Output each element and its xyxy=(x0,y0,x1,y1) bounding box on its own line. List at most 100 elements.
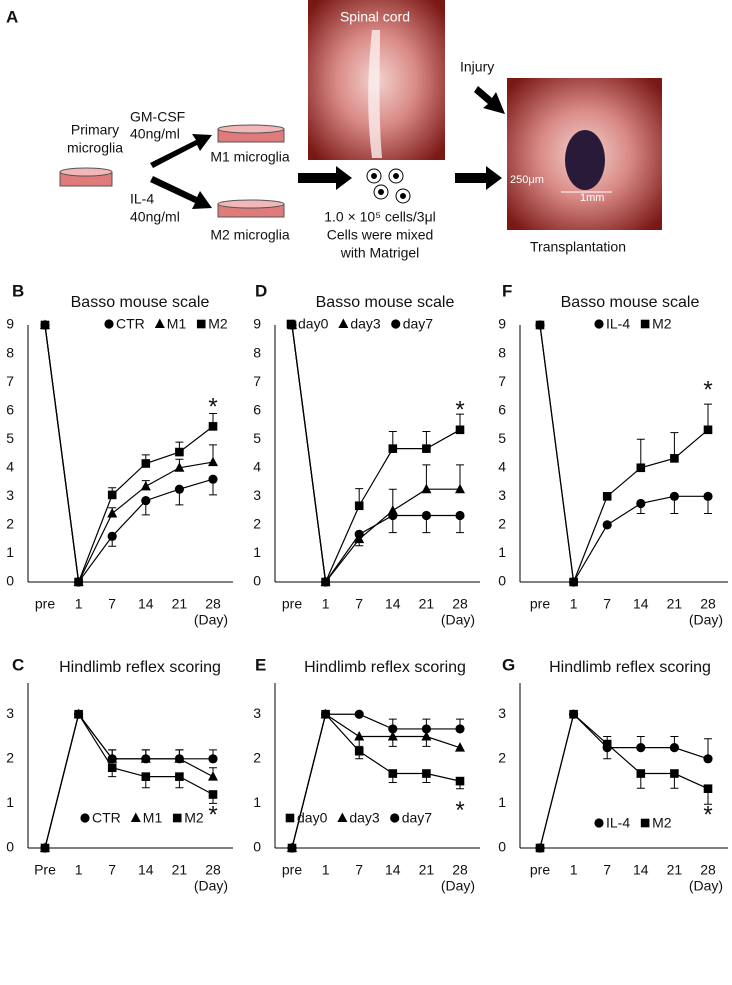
panel-label: G xyxy=(502,655,515,674)
marker xyxy=(74,577,83,587)
marker xyxy=(703,491,713,501)
marker xyxy=(455,510,465,521)
label: M1 microglia xyxy=(210,149,290,165)
legend-marker xyxy=(80,813,90,823)
marker xyxy=(107,753,118,763)
legend-marker xyxy=(640,818,650,828)
y-tick-label: 0 xyxy=(6,573,14,589)
arrow xyxy=(455,166,502,190)
marker xyxy=(388,510,398,521)
y-tick-label: 5 xyxy=(498,430,506,446)
marker xyxy=(175,772,184,781)
marker xyxy=(421,510,431,521)
legend-label: CTR xyxy=(92,810,121,826)
marker xyxy=(421,731,432,741)
x-axis-label: (Day) xyxy=(194,612,228,628)
chart: F Basso mouse scale 0 1 2 3 4 5 6 7 8 9 pre 1 7 14 21 28(… xyxy=(498,281,728,628)
x-tick-label: 21 xyxy=(419,862,435,878)
y-tick-label: 1 xyxy=(6,794,14,810)
series-line xyxy=(44,324,214,585)
x-tick-label: 7 xyxy=(108,862,116,878)
legend-label: day7 xyxy=(403,316,434,332)
marker xyxy=(669,743,680,753)
legend-label: M2 xyxy=(652,316,672,332)
y-tick-label: 2 xyxy=(253,750,261,766)
marker xyxy=(107,531,117,541)
y-tick-label: 7 xyxy=(6,373,14,389)
marker xyxy=(602,492,612,501)
y-tick-label: 2 xyxy=(253,516,261,532)
legend-marker xyxy=(640,319,650,329)
marker xyxy=(602,739,612,749)
marker xyxy=(107,763,117,773)
x-tick-label: pre xyxy=(530,862,550,878)
series-line xyxy=(291,713,461,849)
x-tick-label: 28 xyxy=(452,596,468,612)
marker xyxy=(208,422,218,431)
marker xyxy=(636,498,646,509)
marker xyxy=(208,474,218,484)
x-tick-label: pre xyxy=(282,596,302,612)
x-axis-label: (Day) xyxy=(689,612,723,628)
marker xyxy=(174,753,185,763)
series-line xyxy=(291,324,460,584)
x-axis-label: (Day) xyxy=(441,612,475,628)
marker xyxy=(141,459,151,468)
marker xyxy=(455,776,465,786)
panel-label: C xyxy=(12,655,24,674)
marker xyxy=(354,731,365,741)
marker xyxy=(422,769,431,778)
x-tick-label: 1 xyxy=(322,862,330,878)
label: 40ng/ml xyxy=(130,209,180,225)
y-tick-label: 1 xyxy=(253,544,261,560)
marker xyxy=(208,790,218,799)
series-line xyxy=(539,324,709,583)
series-line xyxy=(539,713,709,849)
y-tick-label: 8 xyxy=(498,344,506,360)
annotation: * xyxy=(703,801,712,828)
marker xyxy=(569,709,578,719)
marker xyxy=(321,577,331,587)
y-tick-label: 3 xyxy=(253,487,261,503)
marker xyxy=(354,529,364,539)
y-tick-label: 2 xyxy=(498,516,506,532)
marker xyxy=(455,742,465,752)
y-tick-label: 2 xyxy=(6,516,14,532)
legend-marker xyxy=(286,319,296,329)
marker xyxy=(387,731,398,741)
y-tick-label: 9 xyxy=(6,316,14,332)
legend-label: day7 xyxy=(402,810,433,826)
chart-title: Hindlimb reflex scoring xyxy=(549,659,711,676)
x-tick-label: 14 xyxy=(633,862,649,878)
marker xyxy=(670,769,679,778)
y-tick-label: 9 xyxy=(498,316,506,332)
panel-label: B xyxy=(12,281,24,300)
x-tick-label: 7 xyxy=(603,862,611,878)
y-tick-label: 3 xyxy=(498,705,506,721)
annotation: * xyxy=(703,376,712,403)
legend-marker xyxy=(196,319,206,329)
legend-label: M1 xyxy=(143,810,163,826)
error-bar xyxy=(636,438,645,468)
dish xyxy=(217,199,285,218)
x-tick-label: 28 xyxy=(452,862,468,878)
y-tick-label: 1 xyxy=(253,794,261,810)
marker xyxy=(535,320,545,330)
marker xyxy=(140,753,151,763)
marker xyxy=(421,724,431,734)
legend-marker xyxy=(338,318,349,328)
x-tick-label: 28 xyxy=(205,862,221,878)
marker xyxy=(354,746,364,756)
x-tick-label: 14 xyxy=(385,862,401,878)
legend-marker xyxy=(285,813,295,823)
cells xyxy=(366,168,411,204)
legend-marker xyxy=(594,818,604,828)
y-tick-label: 0 xyxy=(498,573,506,589)
chart: D Basso mouse scale 0 1 2 3 4 5 6 7 8 9 pre 1 7 14 21 28(… xyxy=(253,281,480,628)
y-tick-label: 9 xyxy=(253,316,261,332)
legend-label: M1 xyxy=(167,316,187,332)
chart: B Basso mouse scale 0 1 2 3 4 5 6 7 8 9 pre 1 7 14 21 28(… xyxy=(6,281,233,628)
marker xyxy=(669,491,680,501)
annotation: * xyxy=(208,393,217,420)
label: Primary xyxy=(71,122,119,138)
